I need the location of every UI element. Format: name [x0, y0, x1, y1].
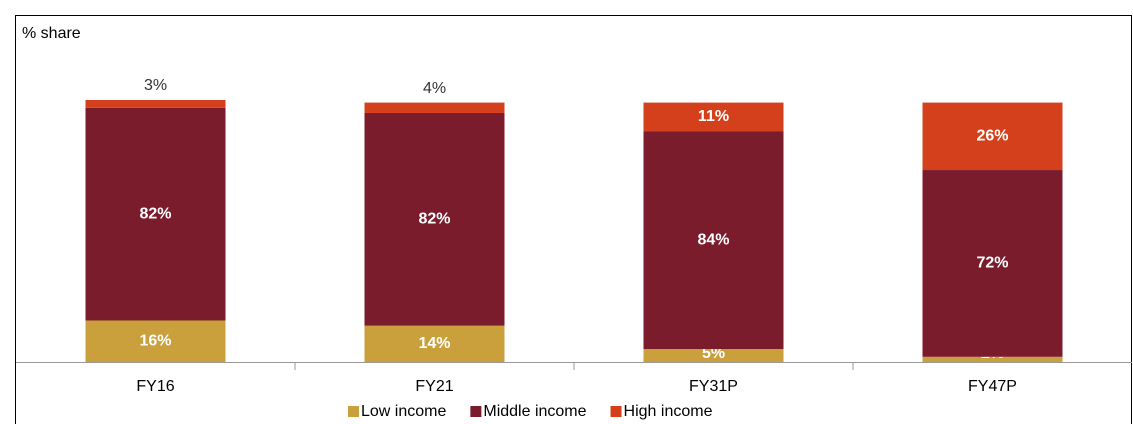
- data-label: 72%: [976, 255, 1008, 272]
- legend-label: Middle income: [483, 403, 586, 420]
- data-label: 26%: [976, 128, 1008, 145]
- data-label: 16%: [139, 332, 171, 349]
- bar-segment: [85, 100, 226, 108]
- bar-segment: [643, 131, 784, 350]
- data-label: 11%: [698, 108, 729, 125]
- chart-frame: [15, 15, 1132, 424]
- legend-label: High income: [624, 403, 713, 420]
- bar-segment: [643, 102, 784, 132]
- data-label: 14%: [418, 335, 450, 352]
- bar-segment: [85, 320, 226, 362]
- bar-segment: [922, 102, 1063, 171]
- x-tick-label: FY21: [415, 378, 453, 395]
- bar-segment: [922, 356, 1063, 362]
- legend-swatch: [348, 406, 359, 417]
- data-label: 4%: [423, 80, 446, 97]
- legend-swatch: [470, 406, 482, 417]
- legend-swatch: [610, 406, 622, 417]
- bar-segment: [922, 170, 1063, 357]
- legend-label: Low income: [361, 403, 446, 420]
- data-label: 5%: [702, 345, 725, 362]
- data-label: 82%: [139, 205, 171, 222]
- x-tick-label: FY31P: [689, 378, 738, 395]
- x-tick-label: FY47P: [968, 378, 1017, 395]
- data-label: 82%: [418, 211, 450, 228]
- bar-segment: [85, 107, 226, 321]
- y-axis-label: % share: [22, 25, 81, 42]
- x-tick-label: FY16: [136, 378, 174, 395]
- bar-segment: [364, 325, 505, 362]
- data-label: 3%: [144, 77, 167, 94]
- data-label: 84%: [697, 231, 729, 248]
- bar-segment: [364, 112, 505, 326]
- bar-segment: [364, 102, 505, 113]
- bar-segment: [643, 349, 784, 362]
